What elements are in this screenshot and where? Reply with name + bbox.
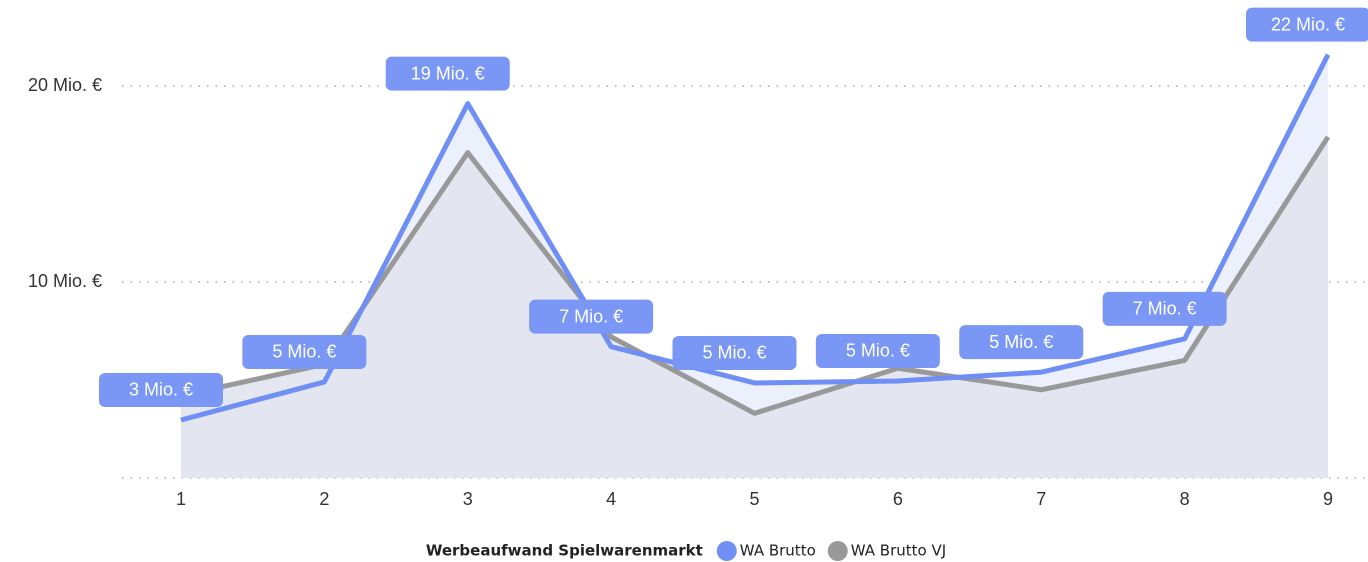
- legend-title: Werbeaufwand Spielwarenmarkt: [426, 542, 703, 560]
- x-tick-label: 5: [749, 489, 759, 509]
- value-label-box: [1246, 7, 1368, 42]
- line: [180, 53, 1331, 423]
- value-label-box: [385, 56, 510, 91]
- value-label-box: [529, 299, 654, 334]
- y-tick-label: 20 Mio. €: [28, 75, 102, 95]
- x-tick-label: 4: [606, 489, 616, 509]
- value-label: 7 Mio. €: [559, 306, 623, 326]
- legend-label: WA Brutto: [740, 542, 816, 560]
- x-tick-label: 8: [1180, 489, 1190, 509]
- value-label: 7 Mio. €: [1133, 299, 1197, 319]
- legend-swatch: [716, 541, 737, 561]
- area: [181, 136, 1328, 478]
- x-tick-label: 3: [463, 489, 473, 509]
- x-tick-label: 6: [893, 489, 903, 509]
- value-label-box: [1102, 291, 1227, 326]
- value-label-box: [672, 335, 797, 370]
- x-tick-label: 9: [1323, 489, 1333, 509]
- value-label: 3 Mio. €: [129, 380, 193, 400]
- legend: Werbeaufwand Spielwarenmarkt WA Brutto WA …: [426, 541, 946, 561]
- y-tick-label: 10 Mio. €: [28, 271, 102, 291]
- value-label: 22 Mio. €: [1271, 14, 1345, 34]
- value-label-box: [959, 325, 1084, 360]
- x-tick-label: 2: [319, 489, 329, 509]
- x-tick-label: 7: [1036, 489, 1046, 509]
- value-label: 5 Mio. €: [989, 332, 1053, 352]
- value-label: 5 Mio. €: [846, 341, 910, 361]
- value-label: 5 Mio. €: [702, 343, 766, 363]
- legend-swatch: [827, 541, 848, 561]
- x-tick-label: 1: [176, 489, 186, 509]
- value-label-box: [99, 372, 223, 407]
- legend-label: WA Brutto VJ: [851, 542, 946, 560]
- value-label-box: [242, 334, 367, 369]
- value-label-box: [815, 333, 940, 368]
- value-label: 19 Mio. €: [411, 63, 485, 83]
- value-label: 5 Mio. €: [272, 342, 336, 362]
